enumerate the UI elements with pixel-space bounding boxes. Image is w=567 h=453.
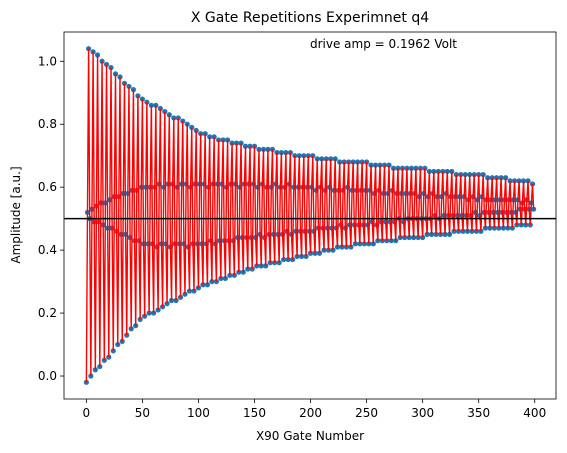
data-point [119, 338, 125, 345]
data-point [97, 363, 103, 370]
x-tick-label: 300 [411, 406, 434, 420]
data-point [531, 206, 537, 212]
y-tick-label: 0.0 [38, 369, 57, 383]
chart-title: X Gate Repetitions Experimnet q4 [191, 10, 429, 26]
x-tick-label: 150 [243, 406, 266, 420]
y-tick-label: 0.2 [38, 306, 57, 320]
y-tick-label: 0.8 [38, 117, 57, 131]
y-axis-label: Amplitude [a.u.] [9, 166, 23, 263]
data-point [110, 348, 116, 354]
axes-frame [63, 31, 557, 400]
x-tick-label: 200 [299, 406, 322, 420]
x-tick-label: 400 [523, 406, 546, 420]
annotation: drive amp = 0.1962 Volt [310, 37, 457, 51]
data-point [128, 326, 134, 332]
x-tick-label: 350 [467, 406, 490, 420]
y-tick-label: 0.4 [38, 243, 57, 257]
x-tick-label: 50 [135, 406, 150, 420]
y-tick-label: 0.6 [38, 180, 57, 194]
data-point [133, 323, 139, 329]
y-tick-label: 1.0 [38, 54, 57, 68]
x-tick-label: 100 [187, 406, 210, 420]
x-tick-label: 0 [83, 406, 91, 420]
data-point [88, 373, 94, 379]
data-line [85, 48, 535, 383]
x-tick-label: 250 [355, 406, 378, 420]
x-axis-label: X90 Gate Number [256, 429, 364, 443]
plot-area [83, 46, 537, 385]
